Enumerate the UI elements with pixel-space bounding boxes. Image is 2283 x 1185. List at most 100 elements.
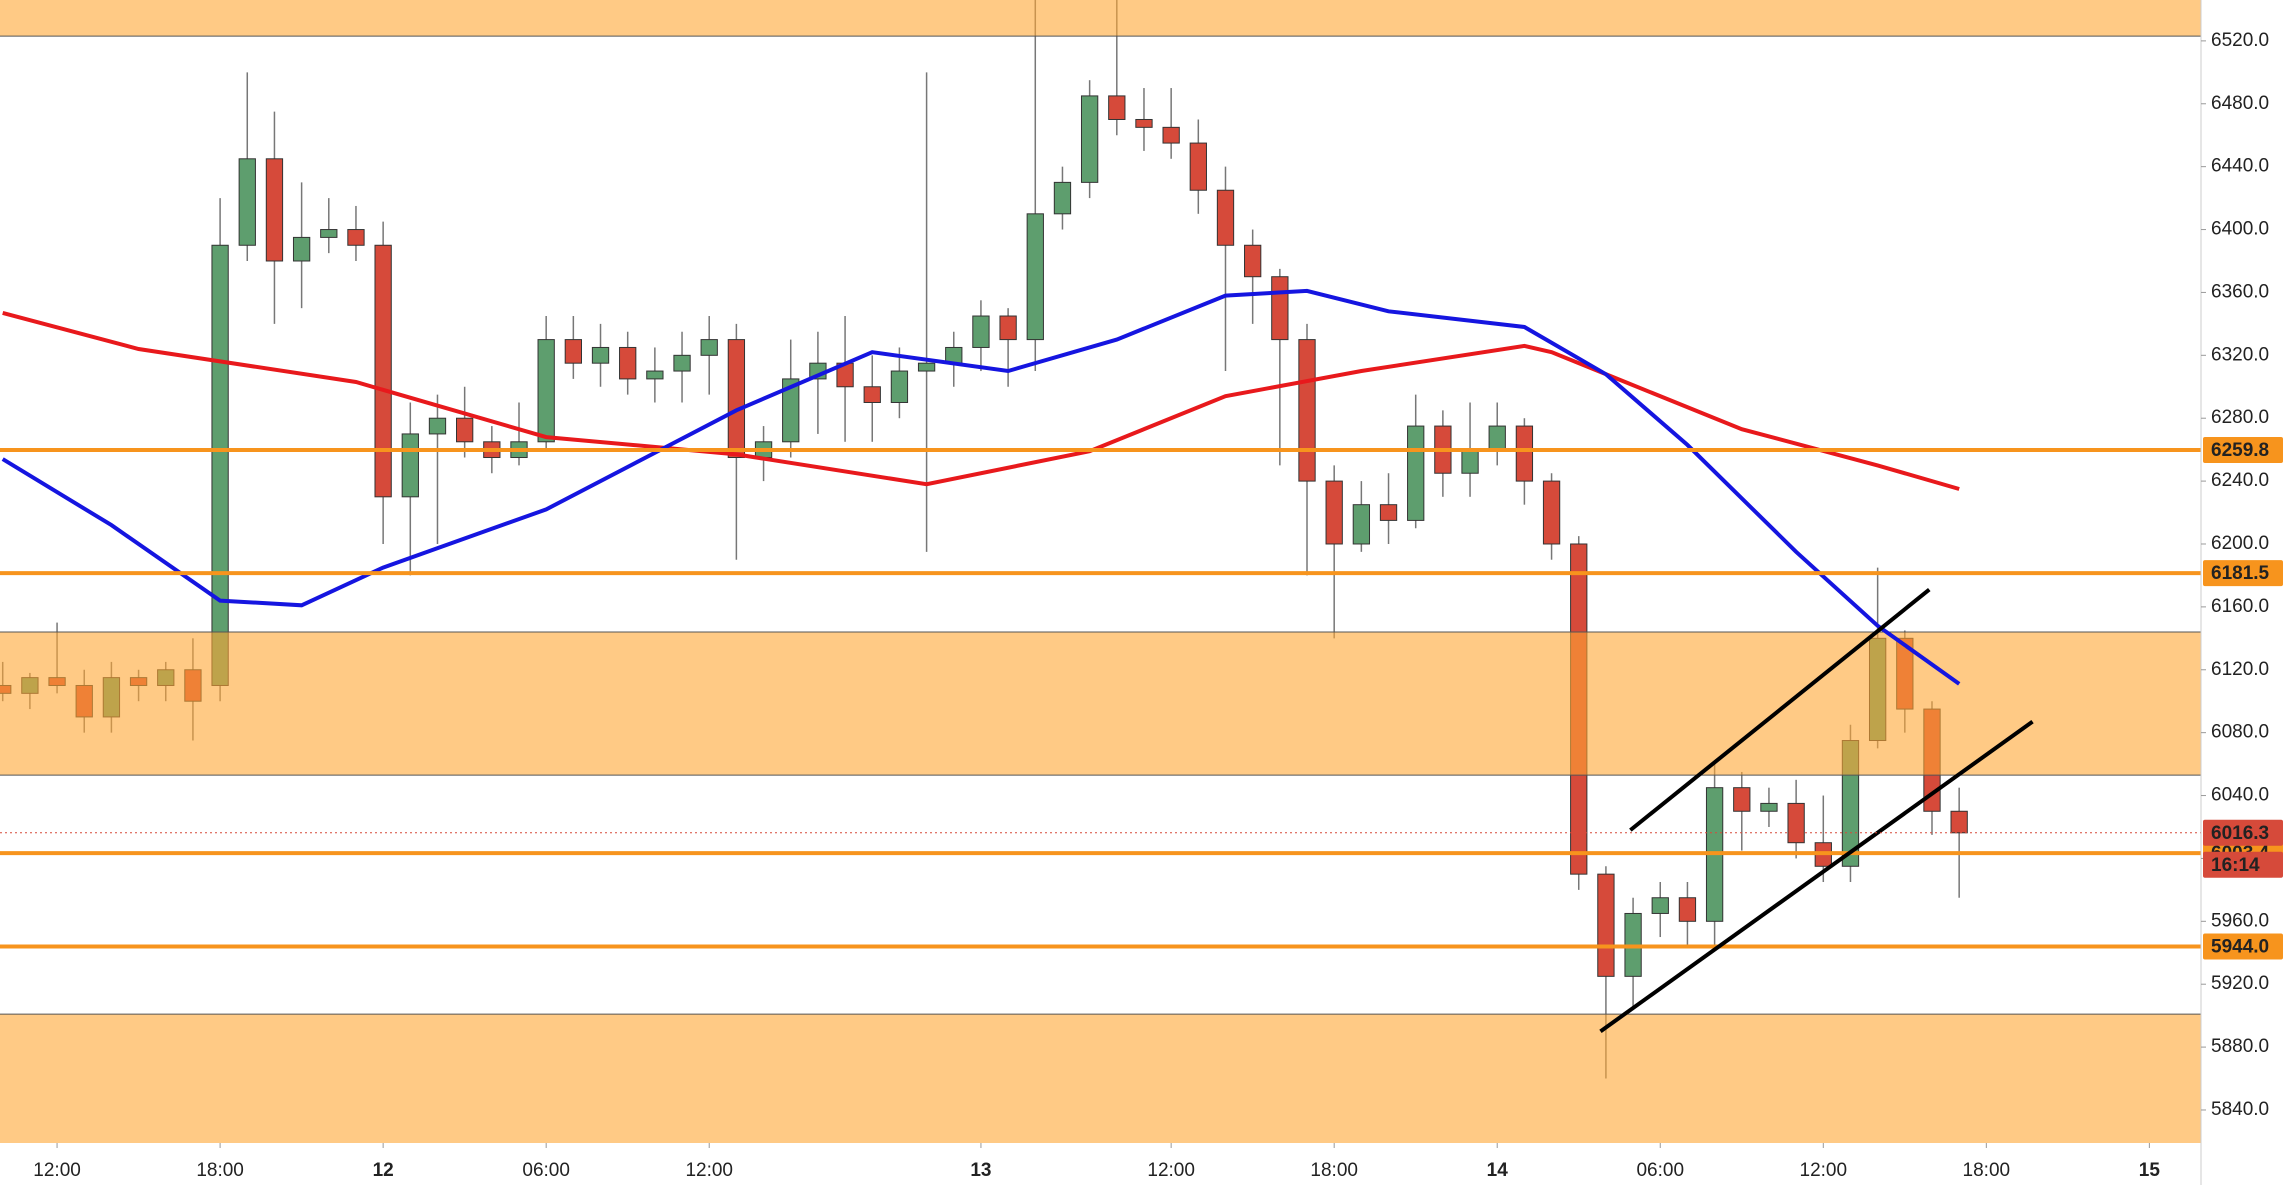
candle-body bbox=[347, 229, 365, 246]
x-tick-label: 18:00 bbox=[1963, 1160, 2011, 1181]
zone bbox=[0, 1014, 2201, 1143]
y-tick-label: 6040.0 bbox=[2211, 785, 2269, 806]
candle-body bbox=[1760, 802, 1778, 812]
y-tick-label: 6120.0 bbox=[2211, 659, 2269, 680]
x-tick-label: 06:00 bbox=[522, 1160, 570, 1181]
candle-body bbox=[1325, 480, 1343, 545]
candle-body bbox=[1298, 339, 1316, 482]
candle-body bbox=[1515, 425, 1534, 482]
y-tick-label: 6280.0 bbox=[2211, 407, 2269, 428]
candle-body bbox=[1950, 810, 1968, 834]
y-tick-label: 5920.0 bbox=[2211, 973, 2269, 994]
candle-body bbox=[564, 339, 582, 364]
level-label-box bbox=[2203, 560, 2283, 587]
trendline bbox=[1629, 588, 1931, 832]
time-axis bbox=[0, 1143, 2201, 1185]
candle-body bbox=[428, 417, 447, 435]
x-tick-label: 13 bbox=[970, 1160, 991, 1181]
level-label-box bbox=[2203, 436, 2283, 463]
y-tick-label: 6080.0 bbox=[2211, 722, 2269, 743]
y-tick-label: 5960.0 bbox=[2211, 910, 2269, 931]
candle-body bbox=[265, 158, 284, 262]
countdown-label: 16:14 bbox=[2211, 855, 2260, 876]
level-label: 5944.0 bbox=[2211, 936, 2269, 957]
candle-body bbox=[1216, 189, 1235, 246]
last-price-label: 6016.3 bbox=[2211, 823, 2269, 844]
candle-body bbox=[673, 354, 691, 372]
candle-body bbox=[374, 244, 392, 498]
y-tick-label: 6160.0 bbox=[2211, 596, 2269, 617]
zone bbox=[0, 0, 2201, 37]
candle-body bbox=[1271, 276, 1289, 341]
x-tick-label: 12:00 bbox=[685, 1160, 733, 1181]
y-tick-label: 5840.0 bbox=[2211, 1099, 2269, 1120]
candle-body bbox=[537, 339, 555, 443]
x-tick-label: 06:00 bbox=[1636, 1160, 1684, 1181]
candle-body bbox=[890, 370, 909, 403]
y-tick-label: 5880.0 bbox=[2211, 1036, 2269, 1057]
candle-body bbox=[782, 378, 800, 443]
candle-body bbox=[211, 244, 229, 686]
level-label: 6259.8 bbox=[2211, 440, 2269, 461]
x-tick-label: 12:00 bbox=[1147, 1160, 1195, 1181]
candle-body bbox=[863, 386, 881, 403]
candle-body bbox=[1678, 897, 1697, 922]
candle-body bbox=[320, 229, 338, 238]
candle-body bbox=[401, 433, 419, 498]
candle-body bbox=[1787, 802, 1805, 844]
y-tick-label: 6200.0 bbox=[2211, 533, 2269, 554]
y-tick-label: 6320.0 bbox=[2211, 344, 2269, 365]
candle-body bbox=[456, 417, 474, 443]
x-tick-label: 18:00 bbox=[196, 1160, 244, 1181]
x-tick-label: 12:00 bbox=[1800, 1160, 1848, 1181]
candle-body bbox=[591, 346, 610, 364]
candle-body bbox=[1379, 504, 1398, 521]
candle-body bbox=[1733, 787, 1751, 812]
candle-body bbox=[292, 236, 311, 262]
level-label: 6181.5 bbox=[2211, 563, 2270, 584]
candle-body bbox=[619, 346, 637, 380]
x-tick-label: 14 bbox=[1487, 1160, 1509, 1181]
candle-body bbox=[1597, 873, 1615, 977]
candle-body bbox=[1542, 480, 1561, 545]
trendline bbox=[1599, 720, 2034, 1033]
candle-body bbox=[1080, 95, 1099, 183]
x-tick-label: 12 bbox=[373, 1160, 394, 1181]
price-axis bbox=[2201, 0, 2283, 1185]
candle-body bbox=[1651, 897, 1669, 914]
y-tick-label: 6440.0 bbox=[2211, 156, 2269, 177]
level-label-box bbox=[2203, 933, 2283, 960]
y-tick-label: 6240.0 bbox=[2211, 470, 2269, 491]
y-tick-label: 6520.0 bbox=[2211, 30, 2269, 51]
candle-body bbox=[1108, 95, 1126, 120]
candle-body bbox=[646, 370, 664, 380]
candle-body bbox=[1352, 504, 1371, 545]
candle-body bbox=[727, 339, 746, 459]
candle-body bbox=[1407, 425, 1425, 521]
candle-body bbox=[917, 362, 936, 372]
candle-body bbox=[999, 315, 1017, 341]
candle-body bbox=[1026, 213, 1044, 341]
moving-average bbox=[2, 310, 1960, 491]
y-tick-label: 6480.0 bbox=[2211, 93, 2269, 114]
candle-body bbox=[700, 339, 718, 356]
candle-body bbox=[238, 158, 256, 246]
candle-body bbox=[972, 315, 990, 348]
countdown-label-box bbox=[2203, 851, 2283, 878]
moving-average bbox=[1, 288, 1961, 686]
candle-body bbox=[1244, 244, 1262, 278]
candle-body bbox=[1488, 425, 1506, 451]
zone bbox=[0, 632, 2201, 776]
candle-body bbox=[1053, 181, 1072, 215]
x-tick-label: 15 bbox=[2139, 1160, 2161, 1181]
y-tick-label: 6360.0 bbox=[2211, 281, 2269, 302]
x-tick-label: 12:00 bbox=[33, 1160, 81, 1181]
candle-body bbox=[1461, 449, 1479, 474]
y-tick-label: 6400.0 bbox=[2211, 219, 2269, 240]
x-tick-label: 18:00 bbox=[1310, 1160, 1358, 1181]
last-price-label-box bbox=[2203, 819, 2283, 846]
candle-body bbox=[1135, 118, 1153, 128]
candle-body bbox=[1162, 126, 1180, 144]
candle-body bbox=[1189, 142, 1207, 191]
